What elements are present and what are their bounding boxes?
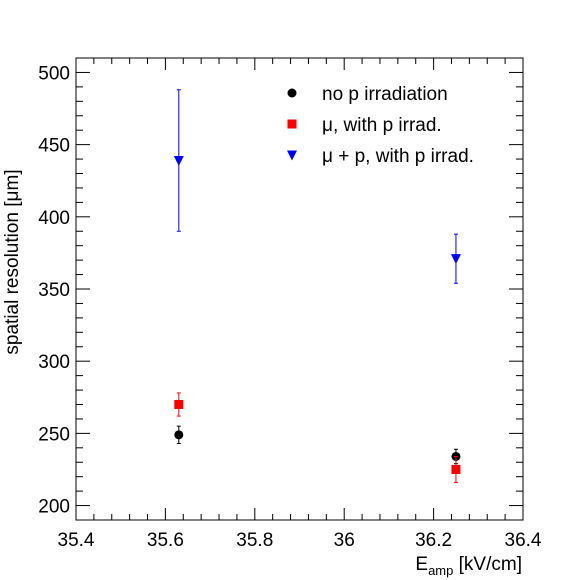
data-point bbox=[451, 464, 461, 474]
data-point bbox=[450, 254, 461, 265]
legend-marker bbox=[287, 119, 297, 129]
x-tick-label: 36.4 bbox=[505, 530, 542, 551]
data-points bbox=[173, 89, 461, 483]
y-tick-label: 250 bbox=[38, 424, 70, 445]
x-tick-label: 36.2 bbox=[415, 530, 452, 551]
y-tick-label: 400 bbox=[38, 208, 70, 229]
y-tick-label: 300 bbox=[38, 352, 70, 373]
legend-label: μ, with p irrad. bbox=[322, 115, 442, 136]
y-tick-label: 450 bbox=[38, 136, 70, 157]
x-tick-label: 36 bbox=[334, 530, 355, 551]
legend-marker bbox=[287, 88, 297, 98]
legend-label: no p irradiation bbox=[322, 84, 448, 105]
data-point bbox=[174, 400, 184, 409]
y-tick-label: 200 bbox=[38, 497, 70, 518]
x-tick-label: 35.6 bbox=[147, 530, 184, 551]
legend-marker bbox=[287, 150, 297, 161]
axis-ticks bbox=[75, 57, 524, 521]
x-tick-label: 35.8 bbox=[236, 530, 273, 551]
x-tick-label: 35.4 bbox=[58, 530, 95, 551]
y-axis-title: spatial resolution [μm] bbox=[2, 169, 23, 354]
data-point bbox=[174, 430, 184, 440]
x-axis-title: Eamp [kV/cm] bbox=[415, 554, 522, 578]
y-tick-label: 350 bbox=[38, 280, 70, 301]
legend-label: μ + p, with p irrad. bbox=[322, 146, 474, 167]
axis-tick-labels: 35.4 35.6 35.8 36 36.2 36.4 200 250 300 350 400 450… bbox=[38, 63, 542, 551]
data-point bbox=[173, 156, 184, 167]
y-tick-label: 500 bbox=[38, 63, 70, 84]
legend: no p irradiation μ, with p irrad. μ + p, w… bbox=[287, 84, 474, 167]
